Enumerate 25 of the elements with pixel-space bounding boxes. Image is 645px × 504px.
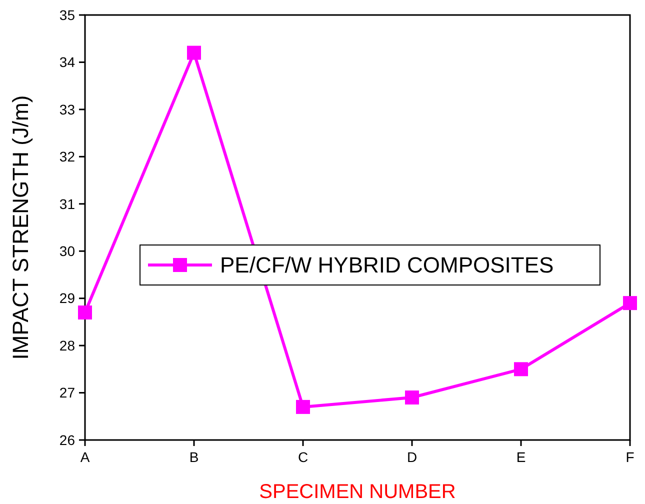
y-tick-label: 29 [59, 290, 76, 306]
point [296, 400, 310, 414]
point [405, 390, 419, 404]
legend-label: PE/CF/W HYBRID COMPOSITES [220, 252, 554, 278]
y-axis-title: IMPACT STRENGTH (J/m) [8, 95, 33, 360]
y-tick-label: 33 [59, 101, 76, 118]
y-tick-label: 35 [59, 6, 76, 23]
y-tick-label: 27 [59, 384, 76, 401]
x-tick-label: D [406, 449, 418, 465]
point [623, 296, 637, 310]
y-tick-label: 28 [59, 337, 76, 354]
x-tick-label: E [516, 449, 526, 465]
x-tick-label: A [80, 449, 90, 465]
y-tick-label: 34 [59, 54, 76, 70]
x-axis-title: SPECIMEN NUMBER [259, 481, 456, 503]
point [514, 362, 528, 376]
x-tick-label: B [189, 449, 199, 465]
x-tick-label: C [298, 449, 308, 465]
point [187, 46, 201, 60]
y-tick-label: 32 [59, 148, 76, 165]
y-tick-label: 30 [59, 243, 76, 260]
x-tick-label: F [626, 449, 634, 465]
point [78, 306, 92, 320]
y-tick-label: 31 [59, 196, 76, 212]
y-tick-label: 26 [59, 432, 76, 448]
